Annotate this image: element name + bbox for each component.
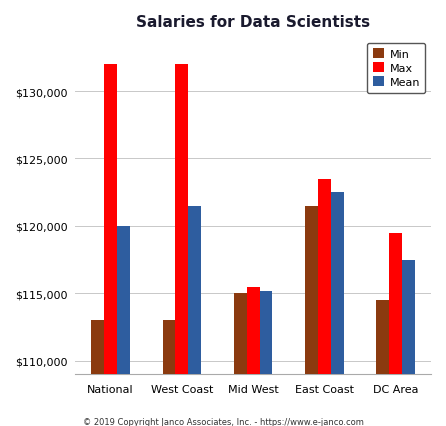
Bar [389,233,402,426]
Legend: Min, Max, Mean: Min, Max, Mean [367,43,425,94]
Title: Salaries for Data Scientists: Salaries for Data Scientists [136,15,370,30]
Bar [104,65,117,426]
Bar [331,193,343,426]
Bar [234,294,247,426]
Bar [163,320,175,426]
Bar [305,206,318,426]
Bar [91,320,104,426]
Bar [247,287,260,426]
Bar [117,226,130,426]
Bar [402,260,415,426]
Bar [376,300,389,426]
Bar [318,179,331,426]
Text: © 2019 Copyright Janco Associates, Inc. - https://www.e-janco.com: © 2019 Copyright Janco Associates, Inc. … [83,417,363,426]
Bar [188,206,201,426]
Bar [260,291,273,426]
Bar [175,65,188,426]
